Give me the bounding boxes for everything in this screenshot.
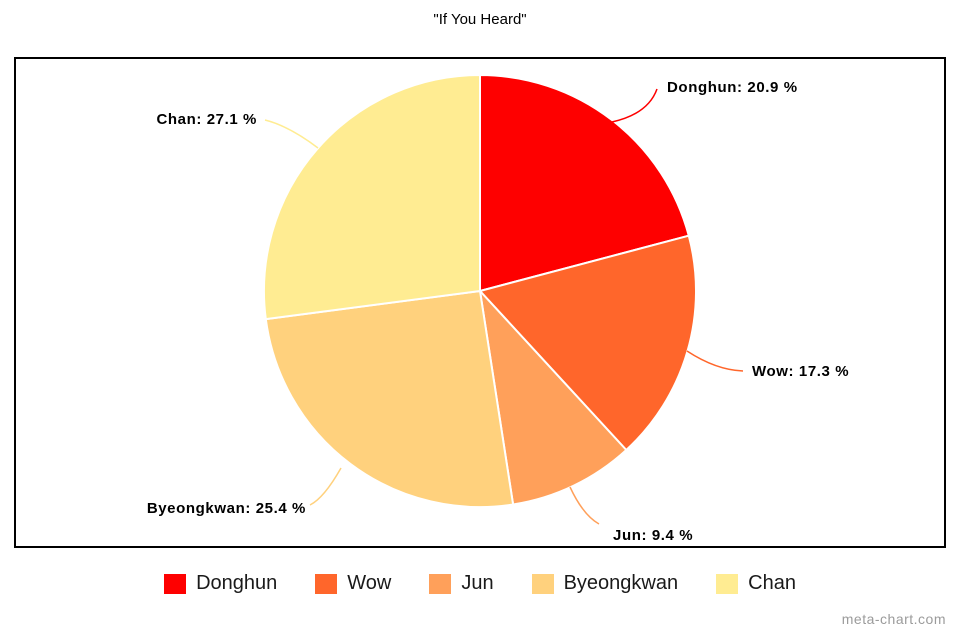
chart-frame	[14, 57, 946, 548]
chart-title: "If You Heard"	[433, 11, 527, 28]
legend-swatch-byeongkwan	[531, 573, 554, 594]
legend-swatch-wow	[315, 573, 338, 594]
legend-swatch-donghun	[164, 573, 187, 594]
legend-label-jun: Jun	[461, 572, 494, 594]
legend-item-jun: Jun	[429, 572, 494, 595]
legend-item-donghun: Donghun	[164, 572, 277, 595]
legend: Donghun Wow Jun Byeongkwan Chan	[0, 572, 960, 595]
legend-swatch-jun	[429, 573, 452, 594]
legend-label-chan: Chan	[748, 572, 796, 594]
legend-swatch-chan	[716, 573, 739, 594]
legend-label-wow: Wow	[347, 572, 392, 594]
watermark: meta-chart.com	[841, 611, 946, 627]
legend-item-chan: Chan	[716, 572, 796, 595]
legend-label-byeongkwan: Byeongkwan	[563, 572, 679, 594]
legend-label-donghun: Donghun	[196, 572, 278, 594]
legend-item-wow: Wow	[315, 572, 391, 595]
legend-item-byeongkwan: Byeongkwan	[531, 572, 679, 595]
